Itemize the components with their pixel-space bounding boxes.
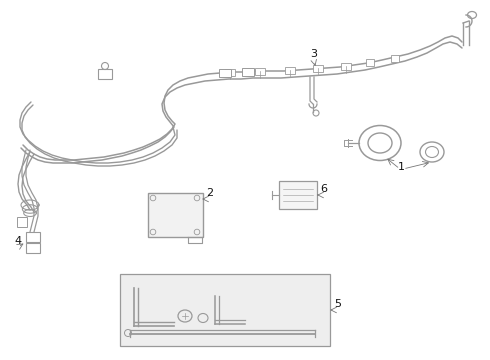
Bar bbox=[26, 243, 40, 253]
Text: 3: 3 bbox=[310, 49, 317, 59]
Bar bbox=[391, 55, 399, 62]
Bar bbox=[313, 65, 323, 72]
Bar bbox=[148, 193, 203, 237]
Bar bbox=[26, 232, 40, 242]
Bar bbox=[366, 59, 374, 66]
Bar bbox=[219, 69, 231, 77]
Text: 2: 2 bbox=[206, 188, 213, 198]
Bar bbox=[285, 67, 295, 74]
Text: 6: 6 bbox=[320, 184, 327, 194]
Bar bbox=[120, 274, 330, 346]
Bar bbox=[225, 69, 235, 76]
Text: 5: 5 bbox=[334, 299, 341, 309]
Bar bbox=[17, 217, 27, 227]
Bar bbox=[98, 69, 112, 79]
Bar bbox=[242, 68, 254, 76]
Bar bbox=[255, 68, 265, 75]
Text: 4: 4 bbox=[14, 236, 21, 246]
Bar bbox=[279, 181, 317, 209]
Text: 1: 1 bbox=[398, 162, 405, 172]
Bar bbox=[341, 63, 351, 70]
